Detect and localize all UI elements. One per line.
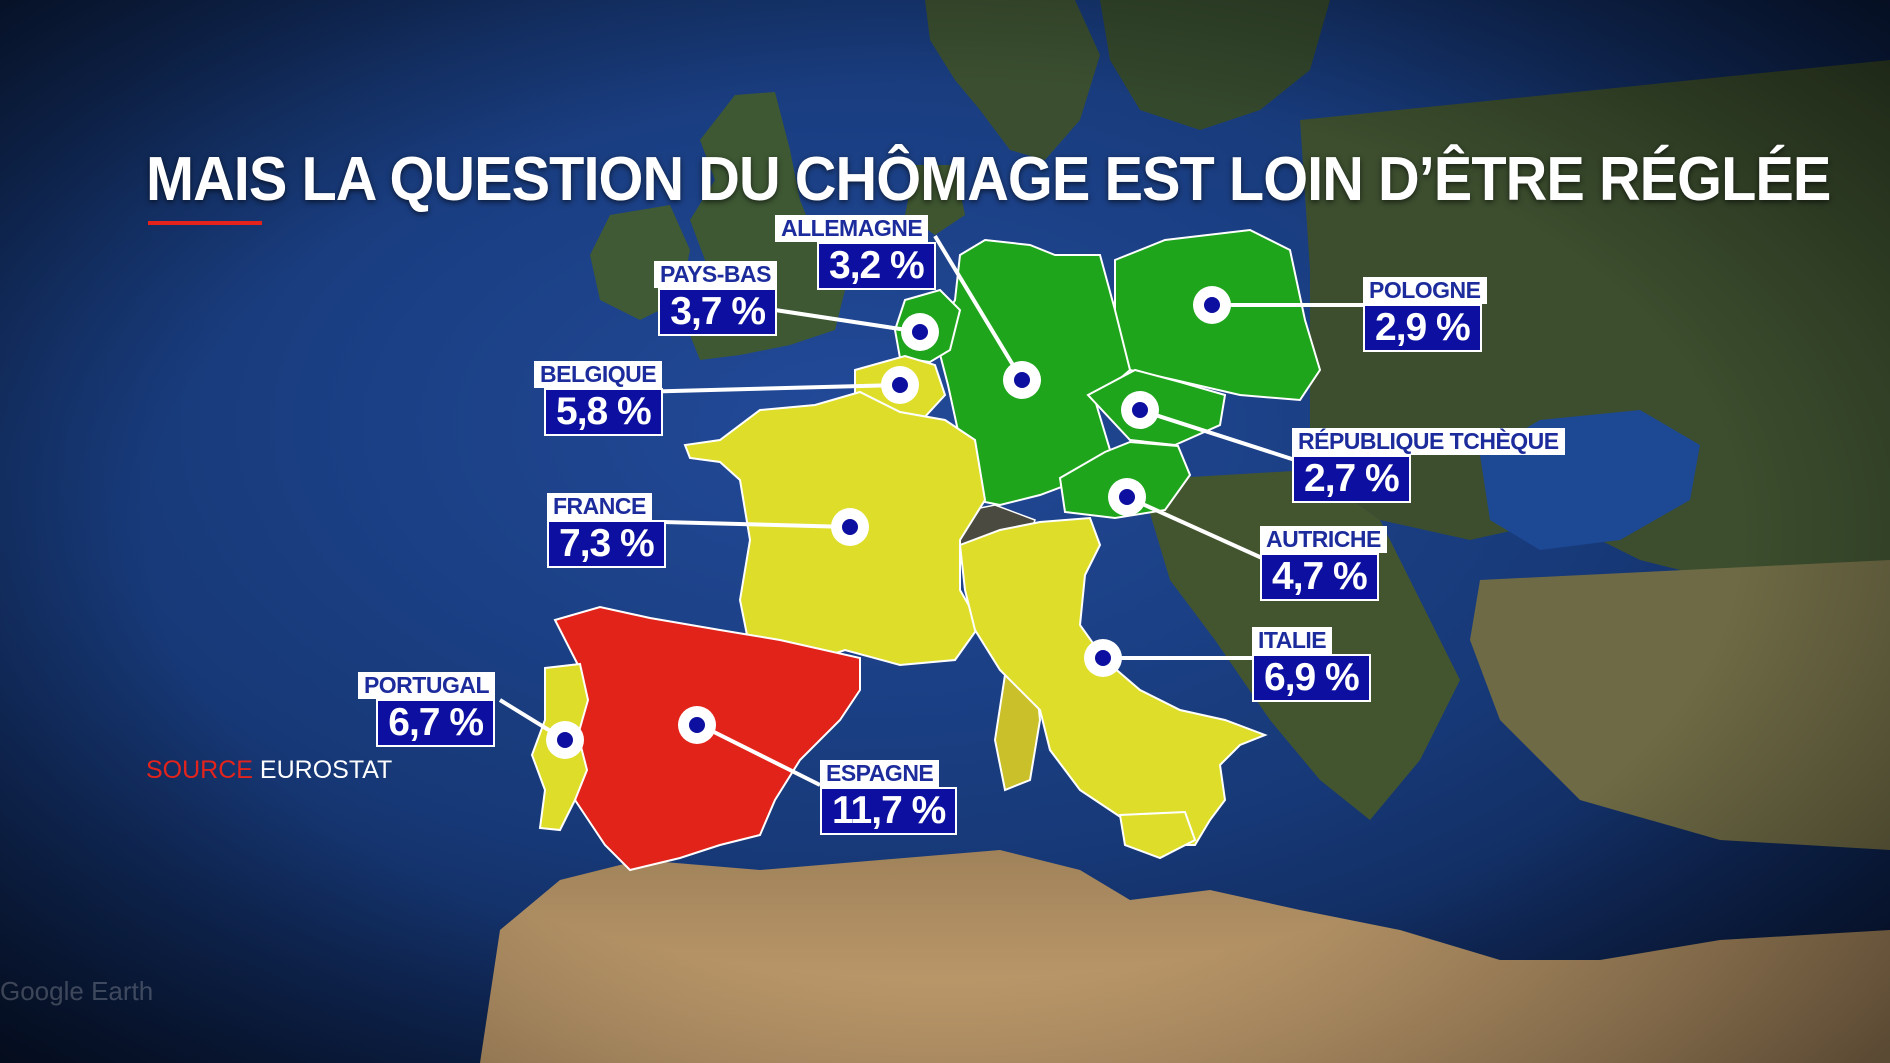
- source-caption: SOURCE EUROSTAT: [146, 756, 392, 785]
- marker-france: [831, 508, 869, 546]
- leader-pays-bas: [774, 308, 921, 334]
- google-earth-watermark: Google Earth: [0, 976, 154, 1006]
- country-name: AUTRICHE: [1260, 526, 1387, 553]
- leader-allemagne: [933, 234, 1024, 382]
- marker-allemagne: [1003, 361, 1041, 399]
- marker-pays-bas: [901, 313, 939, 351]
- label-belgique: BELGIQUE 5,8 %: [534, 361, 663, 436]
- country-name: ITALIE: [1252, 627, 1333, 654]
- country-rate: 5,8 %: [544, 388, 663, 436]
- label-autriche: AUTRICHE 4,7 %: [1260, 526, 1387, 601]
- country-rate: 6,7 %: [376, 699, 495, 747]
- marker-portugal: [546, 721, 584, 759]
- country-rate: 6,9 %: [1252, 654, 1371, 702]
- page-title: MAIS LA QUESTION DU CHÔMAGE EST LOIN D’Ê…: [146, 145, 1831, 214]
- marker-italie: [1084, 639, 1122, 677]
- marker-autriche: [1108, 478, 1146, 516]
- country-name: ESPAGNE: [820, 760, 940, 787]
- country-rate: 4,7 %: [1260, 553, 1379, 601]
- leader-espagne: [699, 723, 821, 787]
- country-rate: 11,7 %: [820, 787, 958, 835]
- leader-republique-tcheque: [1139, 408, 1296, 462]
- title-underline: [148, 221, 262, 225]
- country-name: PORTUGAL: [357, 672, 495, 699]
- country-name: RÉPUBLIQUE TCHÈQUE: [1292, 428, 1565, 455]
- label-republique-tcheque: RÉPUBLIQUE TCHÈQUE 2,7 %: [1292, 428, 1565, 503]
- source-label: SOURCE: [146, 756, 253, 784]
- country-rate: 3,7 %: [658, 288, 777, 336]
- leader-autriche: [1126, 495, 1263, 560]
- marker-belgique: [881, 366, 919, 404]
- country-name: PAYS-BAS: [653, 261, 777, 288]
- marker-pologne: [1193, 286, 1231, 324]
- label-italie: ITALIE 6,9 %: [1252, 627, 1371, 702]
- country-name: BELGIQUE: [534, 361, 663, 388]
- country-rate: 2,9 %: [1363, 304, 1482, 352]
- country-name: POLOGNE: [1363, 277, 1487, 304]
- country-rate: 7,3 %: [547, 520, 666, 568]
- country-rate: 3,2 %: [817, 242, 936, 290]
- country-rate: 2,7 %: [1292, 455, 1411, 503]
- label-pays-bas: PAYS-BAS 3,7 %: [645, 261, 777, 336]
- marker-espagne: [678, 706, 716, 744]
- label-allemagne: ALLEMAGNE 3,2 %: [775, 215, 936, 290]
- markers: [546, 286, 1231, 759]
- country-name: ALLEMAGNE: [775, 215, 929, 242]
- marker-republique-tcheque: [1121, 391, 1159, 429]
- label-espagne: ESPAGNE 11,7 %: [820, 760, 958, 835]
- label-portugal: PORTUGAL 6,7 %: [350, 672, 495, 747]
- label-france: FRANCE 7,3 %: [547, 493, 666, 568]
- leader-france: [662, 520, 851, 529]
- leader-belgique: [634, 383, 901, 394]
- source-name: EUROSTAT: [259, 756, 393, 784]
- country-name: FRANCE: [547, 493, 652, 520]
- label-pologne: POLOGNE 2,9 %: [1363, 277, 1487, 352]
- leader-lines: [498, 234, 1365, 787]
